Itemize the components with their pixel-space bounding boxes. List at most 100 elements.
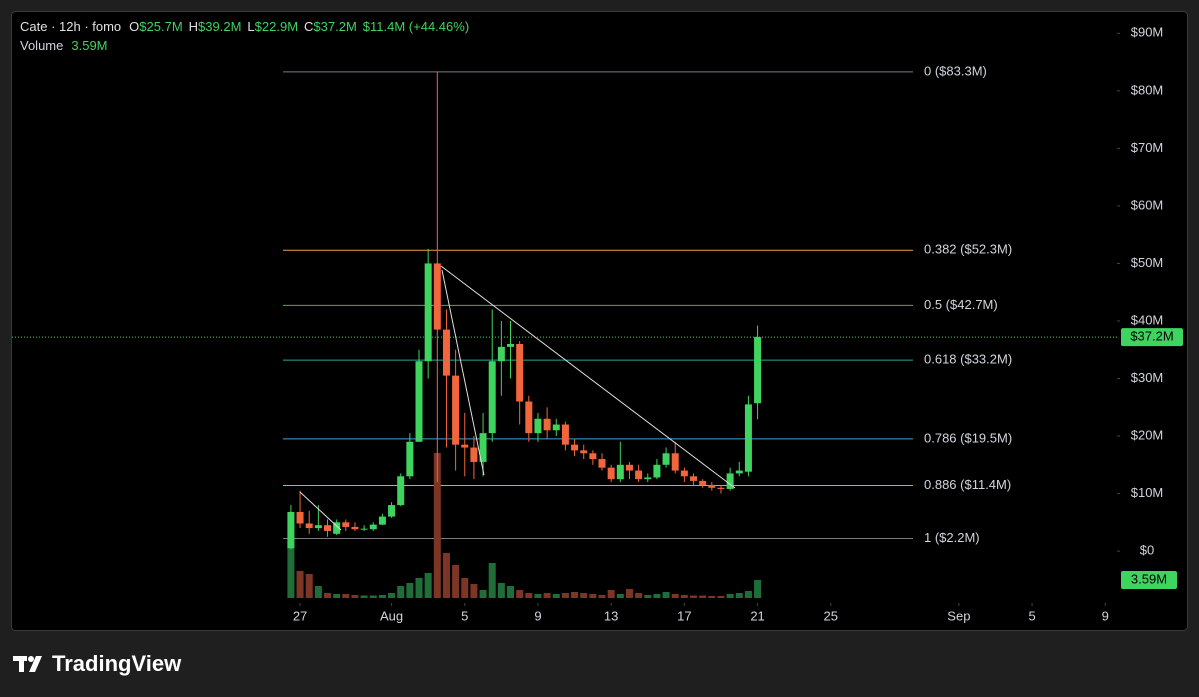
volume-bar (625, 589, 633, 598)
volume-bar (479, 590, 487, 598)
candle-body (625, 464, 633, 471)
x-tick-label: 9 (1102, 608, 1109, 623)
field-key: C (304, 19, 313, 34)
candle-body (406, 441, 414, 477)
candle-body (708, 484, 716, 488)
volume-bar (534, 594, 542, 598)
fib-label: 0.786 ($19.5M) (924, 430, 1012, 445)
volume-bar (607, 590, 615, 598)
volume-bar (516, 590, 524, 598)
symbol: Cate · 12h · fomo (20, 19, 121, 34)
volume-bar (488, 563, 496, 598)
volume-bar (744, 591, 752, 598)
candle-body (296, 511, 304, 524)
candle-body (516, 343, 524, 402)
candle-body (543, 418, 551, 431)
volume-bar (571, 592, 579, 598)
x-tick-label: 25 (824, 608, 838, 623)
candle-body (525, 401, 533, 434)
candle-body (342, 522, 350, 527)
trend-lines (299, 265, 736, 531)
candle-body (607, 467, 615, 480)
volume-bar (662, 592, 670, 598)
fib-levels: 0 ($83.3M) 0.382 ($52.3M) 0.5 ($42.7M) 0.61… (12, 63, 1117, 545)
volume-key: Volume (20, 38, 63, 53)
volume-bar (397, 586, 405, 598)
volume-bar (644, 595, 652, 598)
volume-legend: Volume 3.59M (20, 38, 108, 53)
volume-bar (452, 565, 460, 598)
legend-header: Cate · 12h · fomo O$25.7M H$39.2M L$22.9M C$… (20, 19, 469, 34)
x-tick-label: 5 (461, 608, 468, 623)
candle-body (699, 480, 707, 485)
candle-body (452, 375, 460, 445)
volume-bar (754, 580, 762, 598)
volume-bar (351, 595, 359, 598)
x-tick-label: 27 (293, 608, 307, 623)
volume-bar (561, 593, 569, 598)
volume-value: 3.59M (71, 38, 107, 53)
candles (287, 71, 762, 550)
y-tick-label: $40M (1131, 312, 1164, 327)
logo-part (28, 656, 34, 662)
volume-bar (333, 594, 341, 598)
volume-bar (690, 595, 698, 598)
trend-line (299, 491, 342, 531)
logo-part (19, 656, 24, 672)
y-tick-label: $70M (1131, 140, 1164, 155)
volume-bar (671, 594, 679, 598)
volume-bar (589, 594, 597, 598)
volume-bar (461, 578, 469, 598)
field-value: $37.2M (313, 19, 356, 34)
price-tag (1121, 328, 1183, 347)
candle-body (433, 263, 441, 330)
chart-pane (11, 11, 1188, 631)
candle-body (424, 263, 432, 362)
x-tick-label: 13 (604, 608, 618, 623)
candle-body (754, 337, 762, 404)
x-tick-label: 9 (534, 608, 541, 623)
volume-bar (442, 553, 450, 598)
candle-body (726, 473, 734, 489)
candle-body (717, 487, 725, 489)
candle-body (360, 528, 368, 530)
y-tick-label: $50M (1131, 255, 1164, 270)
fib-label: 0.5 ($42.7M) (924, 297, 998, 312)
candle-body (534, 418, 542, 434)
candle-body (415, 361, 423, 442)
brand-logo (13, 656, 42, 672)
volume-bar (580, 593, 588, 598)
volume-bar (680, 595, 688, 598)
candle-body (552, 424, 560, 431)
candle-body (598, 459, 606, 468)
volume-bar (360, 595, 368, 598)
volume-bar (735, 593, 743, 598)
y-tick-label: $0 (1140, 543, 1154, 558)
y-tick-label: $30M (1131, 370, 1164, 385)
volume-bar (406, 583, 414, 598)
volume-bar (470, 584, 478, 598)
candle-body (662, 453, 670, 465)
candle-body (479, 433, 487, 462)
candle-body (744, 404, 752, 472)
candle-body (470, 447, 478, 462)
candle-body (397, 476, 405, 506)
volume-bar (507, 586, 515, 598)
candle-body (690, 476, 698, 481)
candle-body (497, 346, 505, 362)
candle-body (671, 453, 679, 471)
candle-body (388, 505, 396, 517)
volume-bar (388, 593, 396, 598)
volume-bar (378, 595, 386, 598)
candle-body (616, 464, 624, 480)
candle-body (635, 470, 643, 480)
candle-body (653, 464, 661, 478)
x-tick-label: Aug (380, 608, 403, 623)
volume-bar (708, 596, 716, 598)
candle-body (305, 523, 313, 529)
field-value: $39.2M (198, 19, 241, 34)
candle-body (351, 526, 359, 530)
x-tick-label: 17 (677, 608, 691, 623)
fib-label: 0.886 ($11.4M) (924, 477, 1011, 492)
logo-part (29, 656, 42, 672)
